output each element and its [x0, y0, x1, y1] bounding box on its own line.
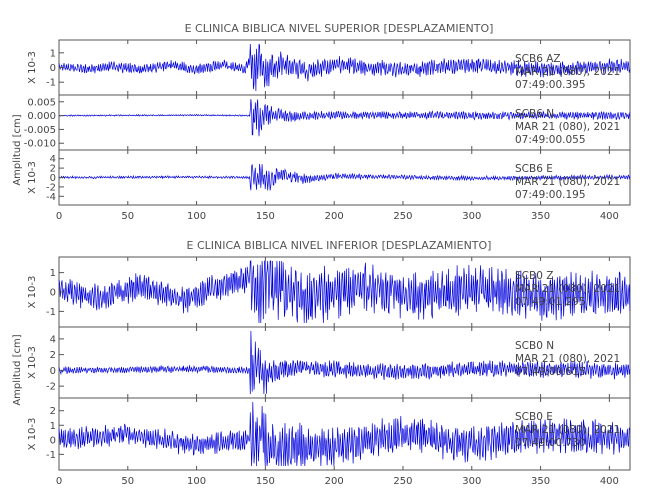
- lower-p3-scale-label: X 10-3: [27, 418, 38, 451]
- lower-p2-time-label: 07:49:00.615: [515, 366, 586, 378]
- lower-p2-station-label: SCB0 N: [515, 340, 554, 352]
- upper-trace-1: [58, 43, 631, 92]
- lower-trace-3: [58, 401, 631, 467]
- upper-xtick-label-7: 350: [531, 211, 550, 222]
- upper-p2-ytick-label-3: -0.010: [24, 139, 56, 150]
- upper-p3-ytick-label-2: 0: [50, 173, 56, 184]
- upper-p2-ytick-label-2: -0.005: [24, 125, 56, 136]
- lower-xtick-label-4: 200: [325, 476, 344, 487]
- lower-panel-3-frame: [58, 397, 631, 471]
- upper-p1-ytick-label-1: 0: [50, 63, 56, 74]
- upper-p3-time-label: 07:49:00.195: [515, 189, 586, 201]
- upper-p1-time-label: 07:49:00.395: [515, 79, 586, 91]
- lower-trace-2: [58, 330, 631, 395]
- lower-p2-ytick-label-0: 4: [50, 334, 56, 345]
- upper-p2-station-label: SCB6 N: [515, 108, 554, 120]
- lower-p3-ytick-label-0: 2: [50, 406, 56, 417]
- upper-p3-scale-label: X 10-3: [27, 161, 38, 194]
- lower-xtick-label-1: 50: [121, 476, 134, 487]
- lower-p1-ytick-label-2: -1: [46, 307, 56, 318]
- lower-xtick-label-2: 100: [187, 476, 206, 487]
- upper-p3-ytick-label-4: -4: [46, 192, 56, 203]
- lower-ylabel: Amplitud [cm]: [12, 334, 23, 405]
- lower-p2-scale-label: X 10-3: [27, 346, 38, 379]
- lower-p2-ytick-label-1: 2: [50, 350, 56, 361]
- lower-xtick-label-6: 300: [462, 476, 481, 487]
- lower-p1-ytick-label-0: 1: [50, 268, 56, 279]
- upper-chart-title: E CLINICA BIBLICA NIVEL SUPERIOR [DESPLA…: [185, 22, 494, 35]
- lower-p2-ytick-label-2: 0: [50, 366, 56, 377]
- upper-p2-ytick-label-1: 0.000: [27, 111, 56, 122]
- upper-p1-ytick-label-0: 1: [50, 48, 56, 59]
- upper-p2-date-label: MAR 21 (080), 2021: [515, 121, 620, 133]
- upper-p1-ytick-label-2: -1: [46, 78, 56, 89]
- lower-p3-station-label: SCB0 E: [515, 411, 553, 423]
- upper-trace-3: [58, 163, 631, 191]
- upper-xtick-label-0: 0: [56, 211, 62, 222]
- lower-p3-ytick-label-3: -1: [46, 450, 56, 461]
- upper-xtick-label-3: 150: [256, 211, 275, 222]
- lower-p3-ytick-label-2: 0: [50, 435, 56, 446]
- lower-p1-station-label: SCB0 Z: [515, 270, 553, 282]
- upper-p1-station-label: SCB6 AZ: [515, 53, 561, 65]
- upper-p3-date-label: MAR 21 (080), 2021: [515, 176, 620, 188]
- lower-p3-date-label: MAR 21 (080), 2021: [515, 424, 620, 436]
- upper-xtick-label-5: 250: [393, 211, 412, 222]
- lower-p1-time-label: 07:49:01.295: [515, 296, 586, 308]
- upper-p3-station-label: SCB6 E: [515, 163, 553, 175]
- upper-xtick-label-8: 400: [600, 211, 619, 222]
- lower-p2-ytick-label-3: -2: [46, 382, 56, 393]
- upper-p1-scale-label: X 10-3: [27, 51, 38, 84]
- lower-p1-ytick-label-1: 0: [50, 288, 56, 299]
- lower-chart-title: E CLINICA BIBLICA NIVEL INFERIOR [DESPLA…: [187, 239, 492, 252]
- lower-p2-date-label: MAR 21 (080), 2021: [515, 353, 620, 365]
- upper-p1-date-label: MAR 21 (080), 2021: [515, 66, 620, 78]
- upper-p2-time-label: 07:49:00.055: [515, 134, 586, 146]
- lower-xtick-label-0: 0: [56, 476, 62, 487]
- upper-ylabel: Amplitud [cm]: [12, 114, 23, 185]
- lower-xtick-label-5: 250: [393, 476, 412, 487]
- lower-xtick-label-7: 350: [531, 476, 550, 487]
- lower-xtick-label-3: 150: [256, 476, 275, 487]
- upper-xtick-label-4: 200: [325, 211, 344, 222]
- lower-p1-date-label: MAR 21 (080), 2021: [515, 283, 620, 295]
- upper-xtick-label-1: 50: [121, 211, 134, 222]
- upper-xtick-label-2: 100: [187, 211, 206, 222]
- upper-p3-ytick-label-3: -2: [46, 182, 56, 193]
- upper-p3-ytick-label-0: 4: [50, 154, 56, 165]
- lower-p1-scale-label: X 10-3: [27, 276, 38, 309]
- lower-xtick-label-8: 400: [600, 476, 619, 487]
- upper-xtick-label-6: 300: [462, 211, 481, 222]
- upper-trace-2: [58, 98, 631, 137]
- upper-p2-ytick-label-0: 0.005: [27, 97, 56, 108]
- lower-p3-time-label: 07:49:00.730: [515, 437, 586, 449]
- upper-p3-ytick-label-1: 2: [50, 164, 56, 175]
- lower-trace-1: [58, 260, 631, 324]
- lower-p3-ytick-label-1: 1: [50, 421, 56, 432]
